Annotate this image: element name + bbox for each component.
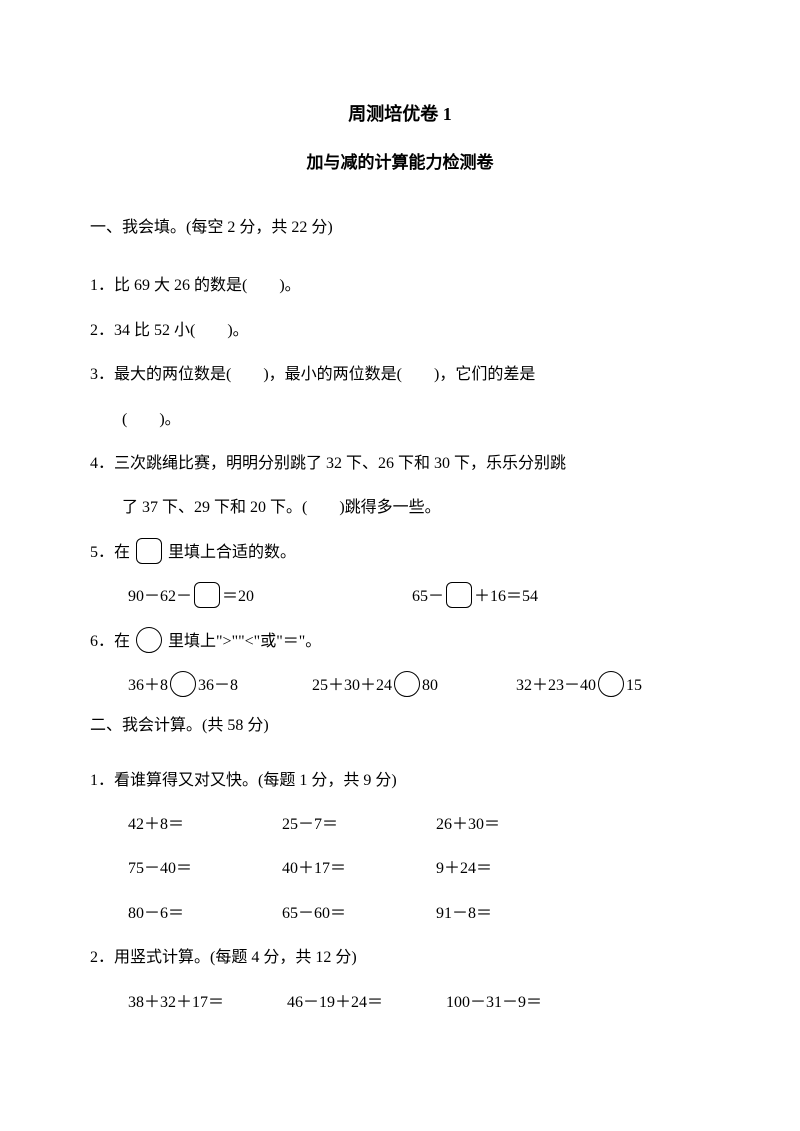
s2-q2-row: 38＋32＋17＝ 46－19＋24＝ 100－31－9＝: [90, 984, 710, 1022]
q6-equations: 36＋8 36－8 25＋30＋24 80 32＋23－40 15: [90, 667, 710, 705]
s2-q1-row2: 75－40＝ 40＋17＝ 9＋24＝: [90, 850, 710, 888]
q6-eq2: 25＋30＋24 80: [312, 667, 512, 705]
box-square-icon: [136, 538, 162, 564]
calc: 91－8＝: [436, 895, 586, 933]
title-main: 周测培优卷 1: [90, 100, 710, 126]
q6-prefix: 6．在: [90, 633, 130, 650]
q4-line2: 了 37 下、29 下和 20 下。( )跳得多一些。: [90, 489, 710, 527]
q5-prefix: 5．在: [90, 544, 130, 561]
q1: 1．比 69 大 26 的数是( )。: [90, 267, 710, 305]
box-circle-icon: [170, 671, 196, 697]
q5-eq2: 65－ ＋16＝54: [412, 578, 538, 616]
q6: 6．在 里填上">""<"或"＝"。: [90, 623, 710, 661]
s2-q1: 1．看谁算得又对又快。(每题 1 分，共 9 分): [90, 762, 710, 800]
s2-q2: 2．用竖式计算。(每题 4 分，共 12 分): [90, 939, 710, 977]
q4-line1: 4．三次跳绳比赛，明明分别跳了 32 下、26 下和 30 下，乐乐分别跳: [90, 445, 710, 483]
q6-suffix: 里填上">""<"或"＝"。: [168, 633, 321, 650]
q6-eq2-a: 25＋30＋24: [312, 677, 392, 694]
q5-eq1-b: ＝20: [222, 588, 254, 605]
calc: 65－60＝: [282, 895, 432, 933]
q6-eq2-b: 80: [422, 677, 438, 694]
q5-eq2-a: 65－: [412, 588, 444, 605]
calc: 80－6＝: [128, 895, 278, 933]
q6-eq1-b: 36－8: [198, 677, 238, 694]
calc: 40＋17＝: [282, 850, 432, 888]
calc: 25－7＝: [282, 806, 432, 844]
q6-eq1: 36＋8 36－8: [128, 667, 308, 705]
q6-eq3-b: 15: [626, 677, 642, 694]
q3-line2: ( )。: [90, 401, 710, 439]
calc: 9＋24＝: [436, 850, 586, 888]
calc: 75－40＝: [128, 850, 278, 888]
box-circle-icon: [136, 627, 162, 653]
s2-q1-row1: 42＋8＝ 25－7＝ 26＋30＝: [90, 806, 710, 844]
q6-eq3-a: 32＋23－40: [516, 677, 596, 694]
q5-equations: 90－62－ ＝20 65－ ＋16＝54: [90, 578, 710, 616]
calc: 42＋8＝: [128, 806, 278, 844]
q2: 2．34 比 52 小( )。: [90, 312, 710, 350]
calc: 38＋32＋17＝: [128, 984, 283, 1022]
calc: 100－31－9＝: [446, 984, 601, 1022]
box-square-icon: [446, 582, 472, 608]
q5-eq2-b: ＋16＝54: [474, 588, 538, 605]
s2-q1-row3: 80－6＝ 65－60＝ 91－8＝: [90, 895, 710, 933]
box-circle-icon: [394, 671, 420, 697]
q3-line1: 3．最大的两位数是( )，最小的两位数是( )，它们的差是: [90, 356, 710, 394]
q5-suffix: 里填上合适的数。: [168, 544, 296, 561]
q6-eq3: 32＋23－40 15: [516, 667, 642, 705]
calc: 26＋30＝: [436, 806, 586, 844]
box-circle-icon: [598, 671, 624, 697]
box-square-icon: [194, 582, 220, 608]
q6-eq1-a: 36＋8: [128, 677, 168, 694]
title-sub: 加与减的计算能力检测卷: [90, 148, 710, 173]
q5-eq1-a: 90－62－: [128, 588, 192, 605]
section1-heading: 一、我会填。(每空 2 分，共 22 分): [90, 213, 710, 243]
section2-heading: 二、我会计算。(共 58 分): [90, 711, 710, 741]
calc: 46－19＋24＝: [287, 984, 442, 1022]
q5-eq1: 90－62－ ＝20: [128, 578, 408, 616]
q5: 5．在 里填上合适的数。: [90, 534, 710, 572]
